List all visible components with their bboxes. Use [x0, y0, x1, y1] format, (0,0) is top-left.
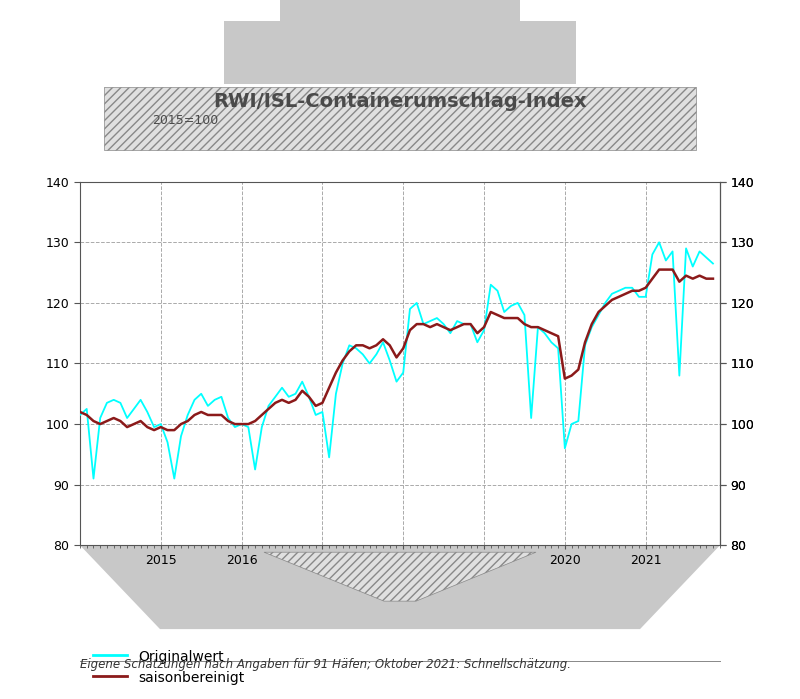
saisonbereinigt: [75, 408, 85, 416]
saisonbereinigt: [526, 323, 536, 331]
saisonbereinigt: [197, 408, 206, 416]
saisonbereinigt: [554, 332, 563, 340]
saisonbereinigt: [513, 314, 522, 322]
saisonbereinigt: [150, 426, 159, 434]
Originalwert: [89, 475, 98, 483]
Originalwert: [109, 396, 118, 404]
Originalwert: [654, 238, 664, 247]
Text: Eigene Schätzungen nach Angaben für 91 Häfen; Oktober 2021: Schnellschätzung.: Eigene Schätzungen nach Angaben für 91 H…: [80, 658, 571, 671]
saisonbereinigt: [654, 266, 664, 274]
Legend: Originalwert, saisonbereinigt: Originalwert, saisonbereinigt: [87, 643, 250, 691]
Text: 2015=100: 2015=100: [152, 114, 218, 127]
Originalwert: [75, 411, 85, 419]
Originalwert: [708, 259, 718, 268]
Line: Originalwert: Originalwert: [80, 243, 713, 479]
saisonbereinigt: [102, 417, 112, 425]
saisonbereinigt: [708, 275, 718, 283]
Originalwert: [554, 344, 563, 352]
Originalwert: [197, 389, 206, 398]
Text: RWI/ISL-Containerumschlag-Index: RWI/ISL-Containerumschlag-Index: [213, 92, 587, 111]
Originalwert: [513, 298, 522, 307]
Originalwert: [526, 414, 536, 422]
Line: saisonbereinigt: saisonbereinigt: [80, 270, 713, 430]
Originalwert: [546, 338, 556, 347]
saisonbereinigt: [546, 329, 556, 338]
